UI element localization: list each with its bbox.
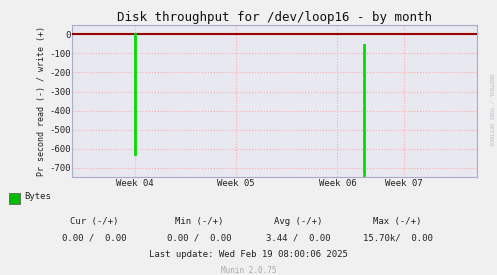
- Text: 0.00 /  0.00: 0.00 / 0.00: [62, 233, 127, 242]
- Text: 15.70k/  0.00: 15.70k/ 0.00: [363, 233, 432, 242]
- Y-axis label: Pr second read (-) / write (+): Pr second read (-) / write (+): [37, 26, 46, 176]
- Text: Max (-/+): Max (-/+): [373, 217, 422, 226]
- Text: Min (-/+): Min (-/+): [174, 217, 223, 226]
- Title: Disk throughput for /dev/loop16 - by month: Disk throughput for /dev/loop16 - by mon…: [117, 10, 432, 24]
- Text: Last update: Wed Feb 19 08:00:06 2025: Last update: Wed Feb 19 08:00:06 2025: [149, 250, 348, 259]
- Text: 3.44 /  0.00: 3.44 / 0.00: [266, 233, 331, 242]
- Text: Munin 2.0.75: Munin 2.0.75: [221, 266, 276, 274]
- Text: Bytes: Bytes: [24, 192, 51, 201]
- Text: Avg (-/+): Avg (-/+): [274, 217, 323, 226]
- Text: RRDTOOL / TOBI OETIKER: RRDTOOL / TOBI OETIKER: [489, 74, 494, 146]
- Text: 0.00 /  0.00: 0.00 / 0.00: [166, 233, 231, 242]
- Text: Cur (-/+): Cur (-/+): [70, 217, 119, 226]
